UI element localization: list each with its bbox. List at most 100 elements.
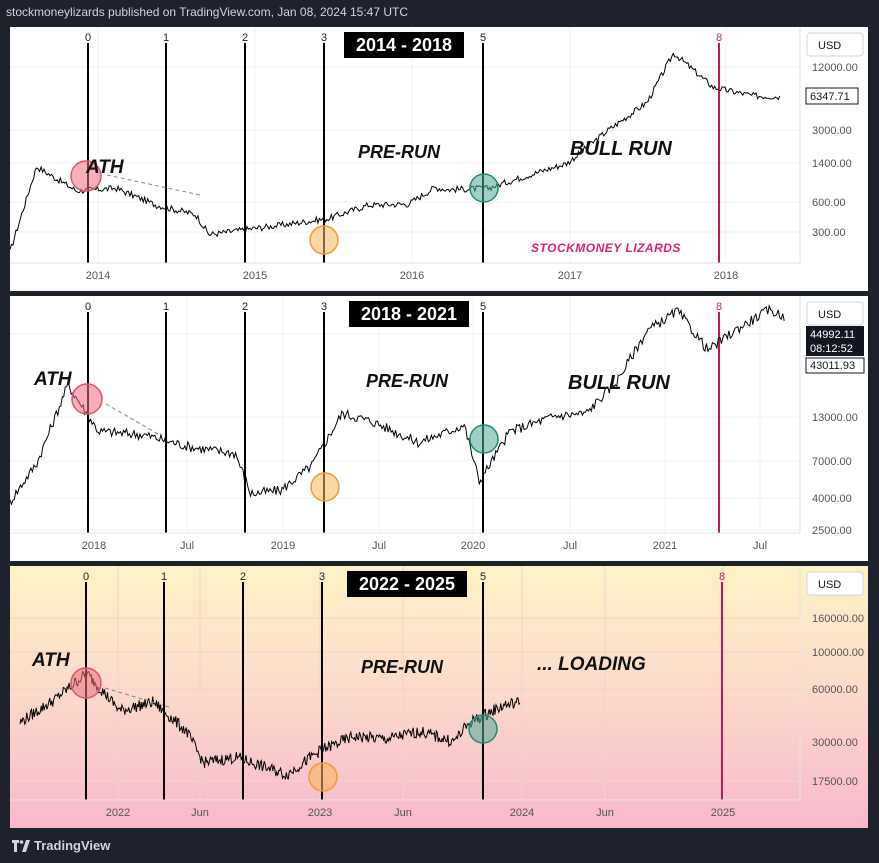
tradingview-brand: TradingView [34, 838, 111, 853]
y-tick-label: 2500.00 [812, 525, 852, 537]
cycle-marker-label: 0 [85, 301, 91, 313]
cycle-marker-label: 1 [161, 571, 167, 583]
halving-circle [469, 424, 499, 454]
prev-price-box [805, 357, 865, 374]
y-tick-label: 17500.00 [812, 776, 858, 788]
cycle-marker-label: 5 [480, 301, 486, 313]
x-tick-label: Jun [394, 807, 412, 819]
chart-panel-2014-2018[interactable]: 0 1 2 3 5 8 ATH PRE-RUN BULL RUN STOCKMONEY LIZAR… [10, 27, 868, 291]
cycle-marker-label: 1 [163, 301, 169, 313]
currency-label: USD [818, 579, 841, 591]
chart-panel-2022-2025[interactable]: 0 1 2 3 5 8 ATH PRE-RUN ... LOADING 2022 - 2025 US… [10, 566, 868, 828]
ath-circle [70, 667, 102, 699]
countdown-label: 08:12:52 [810, 343, 853, 355]
cycle-marker-label: 3 [319, 571, 325, 583]
pre-run-annotation: PRE-RUN [361, 657, 444, 677]
price-series-line [10, 304, 785, 506]
period-title: 2018 - 2021 [361, 304, 457, 324]
y-tick-label: 12000.00 [812, 62, 858, 74]
currency-button [806, 301, 864, 326]
trend-dashed-line [105, 403, 159, 435]
ath-annotation: ATH [31, 650, 71, 671]
pre-run-annotation: PRE-RUN [366, 371, 449, 391]
ath-annotation: ATH [33, 369, 73, 390]
y-tick-label: 3000.00 [812, 125, 852, 137]
x-tick-label: Jul [180, 540, 194, 552]
cycle-marker-label: 2 [242, 301, 248, 313]
pre-run-low-circle [309, 225, 339, 255]
pre-run-annotation: PRE-RUN [358, 142, 441, 162]
x-tick-label: 2018 [82, 540, 106, 552]
cycle-marker-label: 2 [242, 32, 248, 44]
x-tick-label: 2018 [714, 270, 738, 282]
cycle-marker-label: 1 [163, 32, 169, 44]
cycle-marker-label: 8 [716, 301, 722, 313]
period-title-box [344, 32, 464, 58]
x-tick-label: 2023 [308, 807, 332, 819]
period-title-box [349, 301, 469, 327]
cycle-marker-label: 0 [83, 571, 89, 583]
currency-button [806, 571, 864, 596]
currency-button [806, 32, 864, 57]
currency-label: USD [818, 309, 841, 321]
x-tick-label: 2024 [510, 807, 534, 819]
price-series-line [10, 52, 781, 250]
loading-annotation: ... LOADING [537, 654, 646, 675]
bull-annotation: BULL RUN [570, 138, 672, 160]
y-tick-label: 160000.00 [812, 613, 864, 625]
chart-svg-2022-2025: 0 1 2 3 5 8 ATH PRE-RUN ... LOADING 2022 - 2025 US… [10, 566, 868, 828]
price-series-line [19, 670, 521, 780]
y-tick-label: 13000.00 [812, 412, 858, 424]
ath-circle [70, 160, 102, 192]
y-tick-label: 4000.00 [812, 493, 852, 505]
y-tick-label: 600.00 [812, 197, 846, 209]
prev-price-label: 43011.93 [810, 360, 855, 372]
x-tick-label: Jun [596, 807, 614, 819]
x-tick-label: 2015 [243, 270, 267, 282]
halving-circle [469, 173, 499, 203]
y-tick-label: 1400.00 [812, 158, 852, 170]
watermark-text: STOCKMONEY LIZARDS [531, 241, 681, 255]
panel-background [10, 27, 868, 291]
period-title: 2014 - 2018 [356, 35, 452, 55]
publisher-header: stockmoneylizards published on TradingVi… [6, 5, 409, 19]
chart-svg-2018-2021: 0 1 2 3 5 8 ATH PRE-RUN BULL RUN 2018 - 2021 USD 25… [10, 296, 868, 561]
period-title-box [347, 571, 467, 597]
cycle-marker-label: 0 [85, 32, 91, 44]
y-tick-label: 7000.00 [812, 456, 852, 468]
x-tick-label: 2016 [400, 270, 424, 282]
y-tick-label: 30000.00 [812, 737, 858, 749]
cycle-marker-label: 8 [716, 32, 722, 44]
x-tick-label: 2017 [558, 270, 582, 282]
x-tick-label: Jul [372, 540, 386, 552]
pre-run-low-circle [310, 472, 340, 502]
y-tick-label: 300.00 [812, 227, 846, 239]
x-tick-label: 2025 [711, 807, 735, 819]
y-tick-label: 100000.00 [812, 647, 864, 659]
x-tick-label: Jun [191, 807, 209, 819]
trend-dashed-line [104, 687, 173, 709]
last-price-label: 6347.71 [810, 91, 850, 103]
chart-panel-2018-2021[interactable]: 0 1 2 3 5 8 ATH PRE-RUN BULL RUN 2018 - 2021 USD 25… [10, 296, 868, 561]
currency-label: USD [818, 40, 841, 52]
cycle-marker-label: 3 [321, 301, 327, 313]
panel-background [10, 296, 868, 561]
pre-run-low-circle [308, 762, 338, 792]
ath-circle [71, 383, 103, 415]
cycle-marker-label: 8 [719, 571, 725, 583]
live-price-label: 44992.11 [810, 329, 855, 341]
live-price-box [806, 326, 864, 356]
halving-circle [468, 714, 498, 744]
x-tick-label: 2014 [86, 270, 110, 282]
x-tick-label: 2020 [461, 540, 485, 552]
x-tick-label: Jul [563, 540, 577, 552]
cycle-marker-label: 5 [480, 571, 486, 583]
bull-annotation: BULL RUN [568, 372, 670, 394]
chart-svg-2014-2018: 0 1 2 3 5 8 ATH PRE-RUN BULL RUN STOCKMONEY LIZAR… [10, 27, 868, 291]
x-tick-label: Jul [753, 540, 767, 552]
last-price-box [805, 87, 859, 105]
tradingview-footer[interactable]: TradingView [12, 838, 110, 853]
x-tick-label: 2021 [653, 540, 677, 552]
x-tick-label: 2019 [271, 540, 295, 552]
cycle-marker-label: 2 [240, 571, 246, 583]
